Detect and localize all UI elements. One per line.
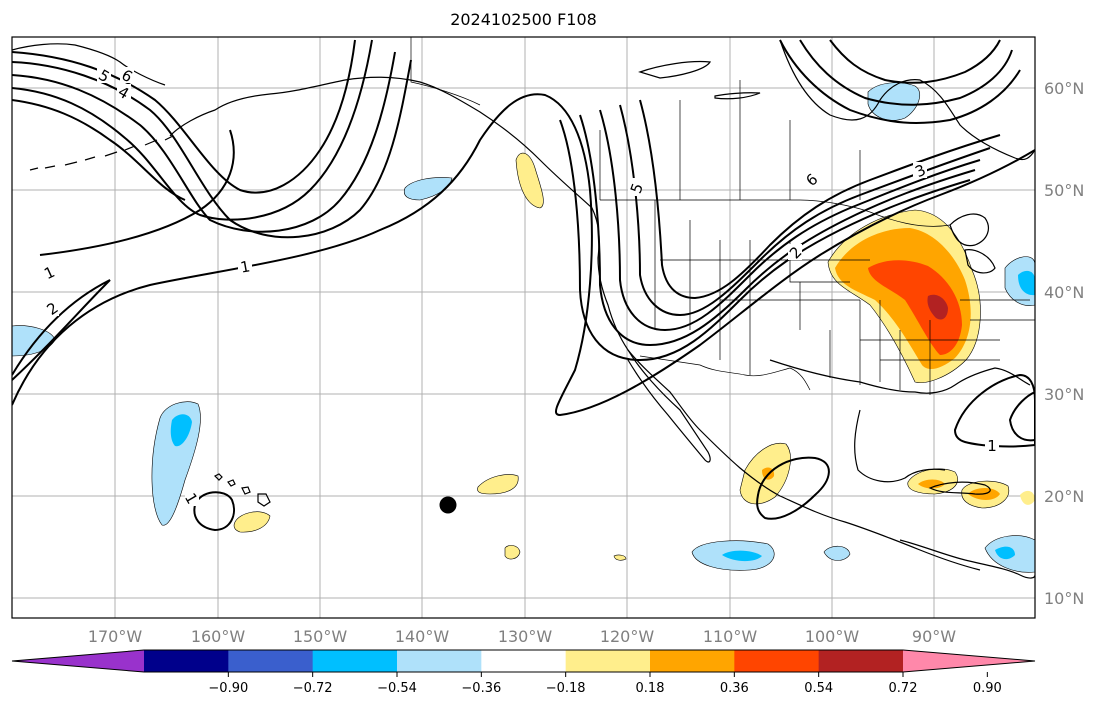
contour-7 (12, 99, 186, 201)
border-canada-us (600, 199, 951, 227)
shade-blue-mexico-south (722, 550, 762, 562)
map-title: 2024102500 F108 (450, 10, 597, 29)
contour-circle-mexico (756, 456, 830, 520)
coast-central-america (899, 539, 1035, 579)
colorbar-tick-label: 0.72 (889, 681, 918, 696)
coast-great-lakes (949, 213, 996, 274)
contour-labels: 5 6 4 5 6 3 2 1 1 2 1 1 (41, 66, 999, 507)
contour-trough-5 (639, 99, 1001, 300)
border-us-mexico (639, 355, 811, 391)
border-canada-provinces (599, 80, 861, 200)
coast-baja (627, 349, 711, 463)
borders (410, 37, 1035, 395)
contour-trough-4 (619, 104, 991, 317)
shade-darkred-central-us (927, 294, 948, 320)
contour-2 (12, 279, 111, 381)
coast-caribbean-islands (928, 481, 991, 495)
colorbar-tick-label: 0.54 (804, 681, 833, 696)
colorbar-tick-label: 0.18 (636, 681, 665, 696)
border-alaska-canada (410, 37, 481, 106)
lon-label: 170°W (88, 627, 143, 646)
contour-4 (12, 51, 396, 233)
shade-yellow-hawaii (233, 511, 271, 533)
contour-east-low-inner (1008, 390, 1035, 442)
lon-label: 90°W (912, 627, 956, 646)
coast-hudson-bay (779, 39, 1035, 161)
map-frame (11, 36, 1036, 619)
lon-label: 100°W (805, 627, 860, 646)
colorbar-outline (11, 649, 1036, 673)
contour-east-low (953, 373, 1035, 448)
colorbar-segment (228, 650, 314, 672)
colorbar-tick-label: −0.36 (461, 681, 501, 696)
shaded-anomalies (12, 82, 1035, 573)
lat-label: 40°N (1044, 283, 1084, 302)
colorbar-tick-label: −0.18 (546, 681, 586, 696)
contour-ridge-1 (779, 39, 1021, 124)
shade-blue-central-america (995, 546, 1015, 560)
colorbar-segment (565, 650, 651, 672)
contour-label: 1 (987, 437, 997, 455)
colorbar-tick-label: −0.90 (208, 681, 248, 696)
contour-ridge-2 (799, 39, 1013, 106)
lat-label: 10°N (1044, 589, 1084, 608)
lat-label: 30°N (1044, 385, 1084, 404)
colorbar-tick-label: 0.36 (720, 681, 749, 696)
colorbar-segment (144, 650, 229, 672)
shade-blue-hawaii-north (170, 414, 192, 447)
contour-trough-2 (579, 114, 976, 347)
shade-red-central-us (868, 260, 962, 355)
latitude-labels: 60°N 50°N 40°N 30°N 20°N 10°N (1044, 79, 1084, 608)
coast-hawaii (213, 473, 271, 507)
shade-lightblue-mexico-south-2 (823, 545, 851, 561)
colorbar-segment (312, 650, 398, 672)
contour-trough-3 (599, 109, 981, 332)
shade-yellow-pacific-1 (477, 474, 519, 495)
map-area (12, 37, 1035, 618)
colorbar: −0.90 −0.72 −0.54 −0.36 −0.18 0.18 0.36 0.54 0.7… (11, 649, 1036, 696)
coast-aleutians (29, 135, 174, 171)
contour-circle-hawaii (193, 491, 235, 532)
colorbar-segment (818, 650, 904, 672)
marker-dot (439, 496, 457, 514)
shade-yellow-pacific-2 (504, 545, 521, 560)
lat-label: 50°N (1044, 181, 1084, 200)
lon-label: 120°W (600, 627, 655, 646)
contour-label: 1 (239, 257, 252, 276)
coast-russia (12, 43, 166, 86)
lat-label: 20°N (1044, 487, 1084, 506)
colorbar-extend-right (903, 650, 1035, 672)
longitude-labels: 170°W 160°W 150°W 140°W 130°W 120°W 110°W 100°W… (88, 627, 956, 646)
shade-blue-great-lakes (1018, 270, 1035, 296)
colorbar-segment (734, 650, 820, 672)
shade-yellow-caribbean-3 (1020, 490, 1035, 505)
shade-yellow-pacific-3 (613, 554, 627, 561)
lon-label: 130°W (498, 627, 553, 646)
colorbar-segment (481, 650, 567, 672)
lon-label: 110°W (703, 627, 758, 646)
colorbar-segment (397, 650, 482, 672)
colorbar-tick-label: −0.72 (293, 681, 333, 696)
lon-label: 160°W (191, 627, 246, 646)
contour-ridge-3 (829, 39, 1001, 84)
contour-trough-1 (559, 119, 971, 362)
contour-5 (12, 39, 373, 221)
lon-label: 140°W (395, 627, 450, 646)
colorbar-tick-label: 0.90 (973, 681, 1002, 696)
lat-label: 60°N (1044, 79, 1084, 98)
lon-label: 150°W (293, 627, 348, 646)
colorbar-tick-label: −0.54 (377, 681, 417, 696)
shade-orange-caribbean-1 (918, 479, 945, 489)
shade-yellow-bc-coast (515, 152, 544, 209)
coast-arctic-islands (638, 60, 761, 100)
contour-1-main (12, 93, 1035, 417)
coast-gulf-of-mexico (769, 359, 1031, 483)
colorbar-segment (650, 650, 735, 672)
contour-lines (12, 39, 1035, 532)
colorbar-extend-left (12, 650, 144, 672)
